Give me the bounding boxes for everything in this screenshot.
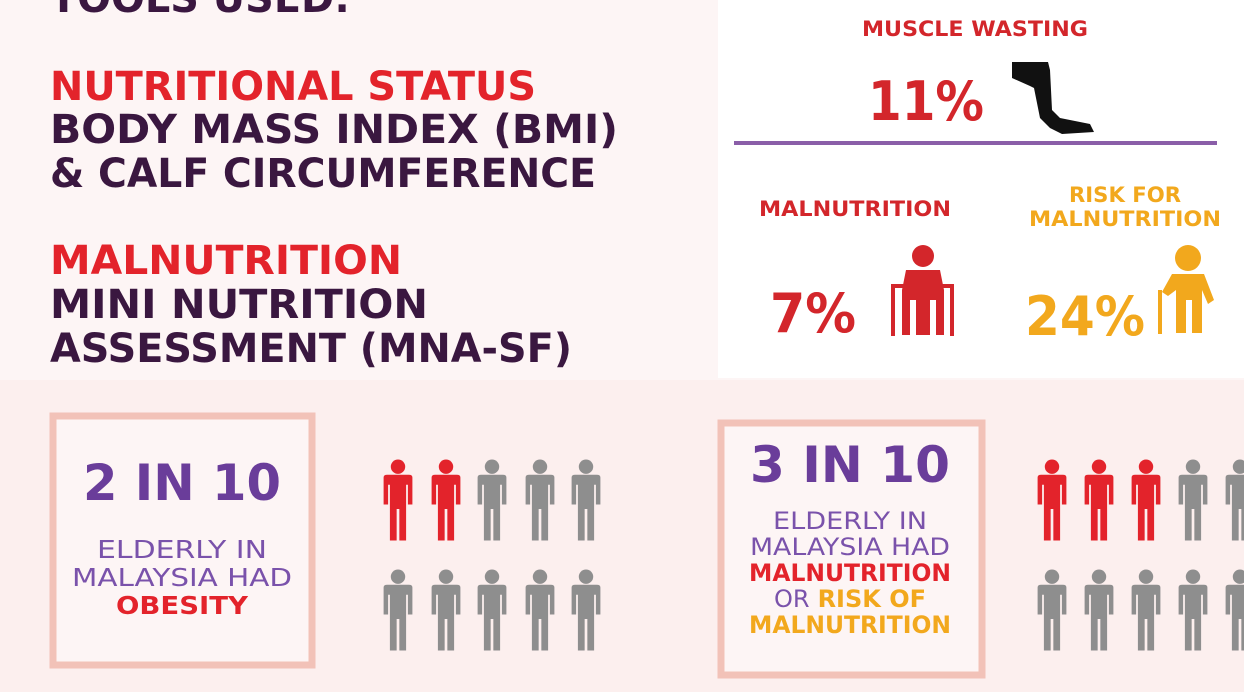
- card-highlight: MALNUTRITION: [749, 559, 951, 587]
- walker-icon: [891, 245, 954, 336]
- card-risk: RISK OF: [818, 585, 926, 613]
- stat-value: 11%: [868, 70, 984, 133]
- stat-title: MALNUTRITION: [1029, 207, 1221, 231]
- stat-title: MUSCLE WASTING: [862, 17, 1088, 41]
- card-line: OR RISK OF: [774, 585, 926, 613]
- card-line: ELDERLY IN: [97, 535, 267, 564]
- tools-heading: TOOLS USED:: [50, 0, 350, 22]
- tool-line: BODY MASS INDEX (BMI): [50, 107, 618, 153]
- tool-label: NUTRITIONAL STATUS: [50, 64, 536, 110]
- cane-icon: [1158, 245, 1214, 334]
- card-risk: MALNUTRITION: [749, 611, 951, 639]
- card-connector: OR: [774, 585, 810, 613]
- card-line: MALAYSIA HAD: [72, 563, 292, 592]
- card: [717, 419, 986, 679]
- divider: [734, 141, 1217, 145]
- stat-value: 24%: [1025, 285, 1145, 348]
- card-line: ELDERLY IN: [773, 507, 927, 535]
- tool-label: MALNUTRITION: [50, 238, 402, 284]
- stats-panel: [718, 0, 1244, 378]
- card-headline: 3 IN 10: [750, 436, 950, 494]
- card-line: MALAYSIA HAD: [750, 533, 950, 561]
- tool-line: MINI NUTRITION: [50, 282, 428, 328]
- card-headline: 2 IN 10: [83, 454, 281, 512]
- stat-title: RISK FOR: [1069, 183, 1181, 207]
- stat-title: MALNUTRITION: [759, 197, 951, 221]
- card: [49, 412, 316, 669]
- stat-value: 7%: [770, 282, 856, 345]
- tool-line: & CALF CIRCUMFERENCE: [50, 151, 596, 197]
- leg-icon: [1012, 62, 1094, 134]
- tool-line: ASSESSMENT (MNA-SF): [50, 326, 572, 372]
- card-highlight: OBESITY: [116, 591, 249, 620]
